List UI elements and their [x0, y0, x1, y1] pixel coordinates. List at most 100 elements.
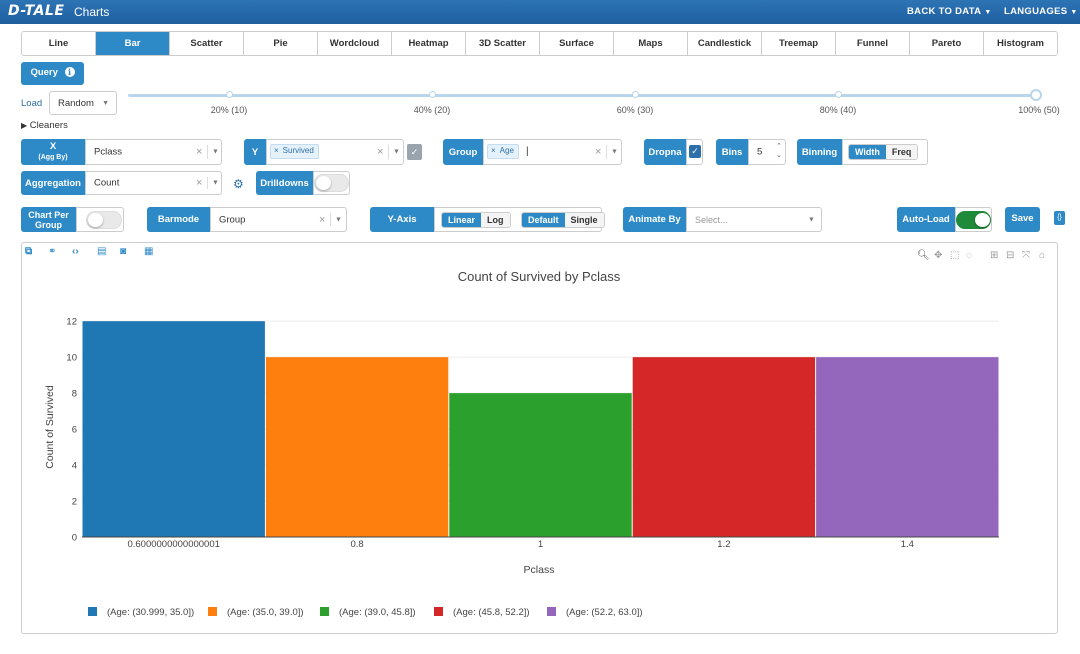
bar[interactable]: [816, 357, 999, 537]
legend-swatch[interactable]: [88, 607, 97, 616]
tab-pie[interactable]: Pie: [244, 32, 318, 55]
option-freq[interactable]: Freq: [885, 145, 918, 159]
auto-load-label: Auto-Load: [897, 207, 955, 232]
dropna-checkbox[interactable]: ✓: [689, 145, 701, 158]
popup-icon[interactable]: ⧉: [25, 246, 33, 257]
legend-label[interactable]: (Age: (45.8, 52.2]): [453, 607, 530, 618]
drilldowns-toggle[interactable]: [314, 174, 349, 192]
y-chip-survived[interactable]: × Survived: [270, 144, 319, 159]
legend-swatch[interactable]: [320, 607, 329, 616]
option-single[interactable]: Single: [564, 213, 604, 227]
home-icon[interactable]: ⌂: [1039, 250, 1046, 261]
tab-bar[interactable]: Bar: [96, 32, 170, 55]
legend-swatch[interactable]: [547, 607, 556, 616]
slider-tick-mark[interactable]: [835, 91, 842, 98]
bar[interactable]: [449, 393, 632, 537]
multi-y-settings-icon[interactable]: ✓: [407, 144, 422, 160]
camera-icon[interactable]: ◙: [120, 246, 127, 257]
barmode-select[interactable]: Group × ▼: [210, 207, 347, 232]
chart-per-group-toggle[interactable]: [86, 211, 122, 229]
tab-pareto[interactable]: Pareto: [910, 32, 984, 55]
x-select[interactable]: Pclass × ▼: [85, 139, 222, 165]
tab-heatmap[interactable]: Heatmap: [392, 32, 466, 55]
remove-chip-icon[interactable]: ×: [491, 146, 496, 155]
animate-by-select[interactable]: Select... ▼: [686, 207, 822, 232]
link-icon[interactable]: ⚭: [48, 246, 57, 257]
tab-candlestick[interactable]: Candlestick: [688, 32, 762, 55]
tab-histogram[interactable]: Histogram: [984, 32, 1057, 55]
bar[interactable]: [632, 357, 816, 537]
bar[interactable]: [82, 321, 265, 537]
cleaners-toggle[interactable]: ▶ Cleaners: [21, 120, 68, 131]
group-chip-age[interactable]: × Age: [487, 144, 519, 159]
option-linear[interactable]: Linear: [442, 213, 482, 227]
tab-line[interactable]: Line: [22, 32, 96, 55]
slider-tick-mark[interactable]: [632, 91, 639, 98]
box-select-icon[interactable]: ⬚: [950, 250, 960, 261]
y-axis-label: Y: [244, 139, 266, 165]
tab-surface[interactable]: Surface: [540, 32, 614, 55]
chevron-down-icon[interactable]: ▼: [335, 216, 342, 223]
tab-wordcloud[interactable]: Wordcloud: [318, 32, 392, 55]
pan-icon[interactable]: ✥: [934, 250, 943, 261]
save-button[interactable]: Save: [1005, 207, 1040, 232]
remove-chip-icon[interactable]: ×: [274, 146, 279, 155]
clear-icon[interactable]: ×: [196, 146, 203, 158]
clear-icon[interactable]: ×: [196, 177, 203, 189]
chevron-down-icon[interactable]: ▼: [393, 148, 400, 156]
bar[interactable]: [265, 357, 449, 537]
aggregation-select[interactable]: Count × ▼: [85, 171, 222, 195]
chevron-down-icon[interactable]: ▼: [611, 148, 618, 156]
slider-tick-mark[interactable]: [429, 91, 436, 98]
autoscale-icon[interactable]: ⤧: [1022, 250, 1030, 261]
tab-treemap[interactable]: Treemap: [762, 32, 836, 55]
gear-icon[interactable]: ⚙: [233, 177, 244, 191]
caret-down-icon: ▼: [102, 100, 109, 107]
y-multiselect[interactable]: × Survived × ▼: [266, 139, 404, 165]
dtale-logo[interactable]: D-TALE: [8, 3, 65, 19]
chevron-down-icon[interactable]: ▼: [212, 148, 219, 156]
tab-scatter[interactable]: Scatter: [170, 32, 244, 55]
code-export-icon[interactable]: {}: [1054, 211, 1065, 225]
y-tick-label: 2: [72, 497, 77, 508]
export-csv-icon[interactable]: ▦: [144, 246, 154, 257]
export-file-icon[interactable]: ▤: [97, 246, 107, 257]
option-default[interactable]: Default: [522, 213, 565, 227]
slider-handle[interactable]: [1030, 89, 1042, 101]
option-width[interactable]: Width: [849, 145, 886, 159]
code-icon[interactable]: ‹›: [72, 246, 79, 257]
tab-maps[interactable]: Maps: [614, 32, 688, 55]
slider-tick-mark[interactable]: [226, 91, 233, 98]
legend-swatch[interactable]: [434, 607, 443, 616]
languages-menu[interactable]: LANGUAGES ▼: [1004, 6, 1078, 17]
stepper-icon[interactable]: ⌃ ⌄: [776, 143, 782, 159]
back-to-data-link[interactable]: BACK TO DATA ▼: [907, 6, 992, 17]
group-multiselect[interactable]: × Age | × ▼: [483, 139, 622, 165]
zoom-in-icon[interactable]: ⊞: [990, 250, 999, 261]
auto-load-toggle[interactable]: [956, 211, 991, 229]
legend-label[interactable]: (Age: (39.0, 45.8]): [339, 607, 416, 618]
zoom-out-icon[interactable]: ⊟: [1006, 250, 1015, 261]
clear-icon[interactable]: ×: [319, 213, 326, 226]
select-separator: [606, 145, 607, 159]
option-log[interactable]: Log: [481, 213, 510, 227]
legend-label[interactable]: (Age: (52.2, 63.0]): [566, 607, 643, 618]
tab-funnel[interactable]: Funnel: [836, 32, 910, 55]
lasso-select-icon[interactable]: ◌: [966, 250, 972, 261]
zoom-icon[interactable]: 🔍︎: [917, 250, 930, 261]
legend-swatch[interactable]: [208, 607, 217, 616]
clear-icon[interactable]: ×: [377, 146, 384, 158]
x-tick-label: 1.4: [901, 539, 914, 550]
clear-icon[interactable]: ×: [595, 146, 602, 158]
sample-slider-track[interactable]: [128, 94, 1038, 97]
chevron-down-icon[interactable]: ▼: [808, 216, 815, 223]
query-button[interactable]: Query i: [21, 62, 84, 85]
tab-3d-scatter[interactable]: 3D Scatter: [466, 32, 540, 55]
chevron-down-icon[interactable]: ▼: [212, 179, 219, 187]
bins-input[interactable]: 5 ⌃ ⌄: [748, 139, 786, 165]
legend-label[interactable]: (Age: (30.999, 35.0]): [107, 607, 194, 618]
legend-label[interactable]: (Age: (35.0, 39.0]): [227, 607, 304, 618]
y-tick-label: 8: [72, 389, 77, 400]
load-select[interactable]: Random ▼: [49, 91, 117, 115]
chart-per-group-toggle-wrap: [76, 207, 124, 232]
